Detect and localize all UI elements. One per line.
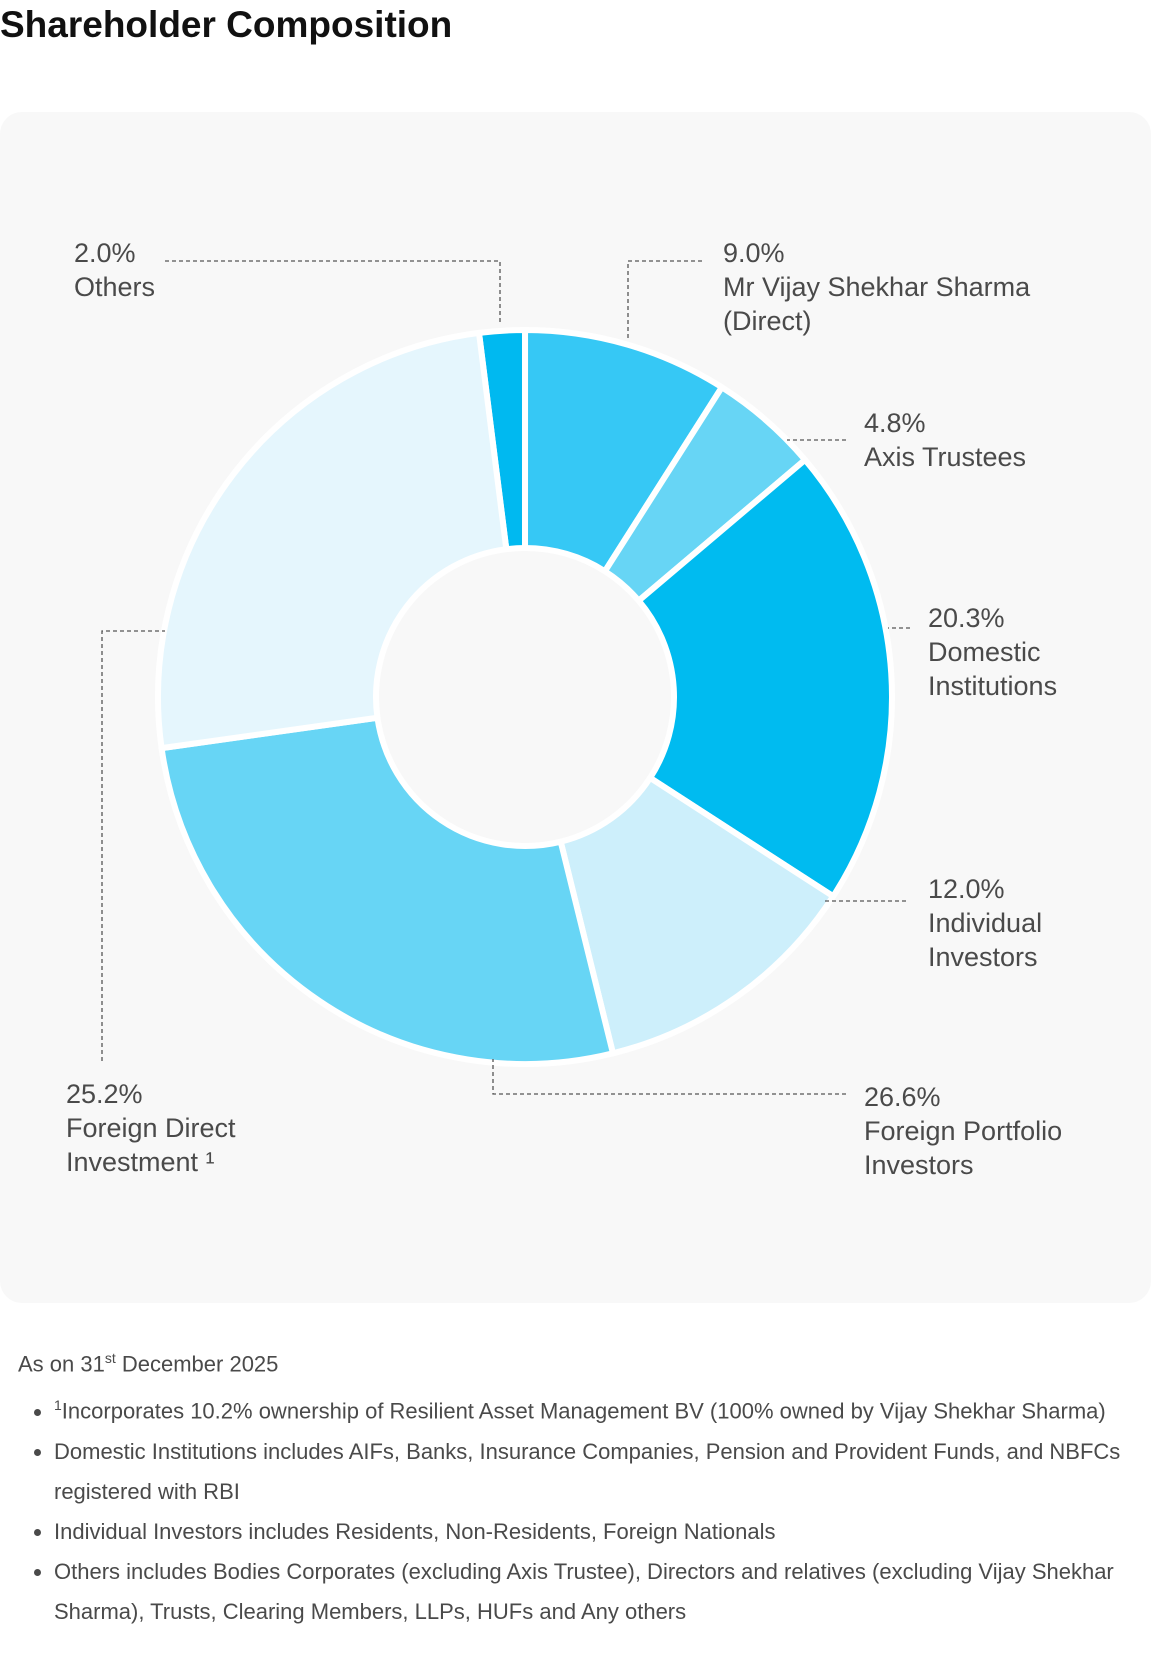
category-label: Foreign Direct Investment ¹ xyxy=(66,1113,236,1177)
slice xyxy=(158,714,616,1067)
as-on-text: As on 31 xyxy=(18,1351,105,1377)
note-text: Others includes Bodies Corporates (exclu… xyxy=(54,1558,1114,1624)
notes: As on 31st December 2025 1Incorporates 1… xyxy=(18,1350,1158,1632)
leader-line xyxy=(627,260,702,340)
category-label: Foreign Portfolio Investors xyxy=(864,1116,1063,1180)
slice-label: 25.2% Foreign Direct Investment ¹ xyxy=(66,1077,276,1179)
category-label: Others xyxy=(74,272,156,302)
as-on-sup: st xyxy=(104,1350,116,1366)
slice-label: 4.8% Axis Trustees xyxy=(864,406,1114,474)
slice-label: 9.0% Mr Vijay Shekhar Sharma (Direct) xyxy=(723,236,1073,338)
note: Individual Investors includes Residents,… xyxy=(54,1512,1158,1552)
category-label: Axis Trustees xyxy=(864,442,1027,472)
category-label: Domestic Institutions xyxy=(928,637,1058,701)
leader-line xyxy=(492,1059,846,1095)
slice xyxy=(635,456,895,900)
slice xyxy=(155,329,510,752)
slice-label: 12.0% Individual Investors xyxy=(928,872,1108,974)
note-text: Individual Investors includes Residents,… xyxy=(54,1518,776,1544)
value-label: 12.0% xyxy=(928,874,1005,904)
slice-label: 26.6% Foreign Portfolio Investors xyxy=(864,1080,1104,1182)
slice xyxy=(522,327,725,575)
note: Domestic Institutions includes AIFs, Ban… xyxy=(54,1432,1158,1512)
value-label: 4.8% xyxy=(864,408,926,438)
value-label: 25.2% xyxy=(66,1079,143,1109)
value-label: 20.3% xyxy=(928,603,1005,633)
footnote-marker: 1 xyxy=(54,1397,62,1414)
note-text: Domestic Institutions includes AIFs, Ban… xyxy=(54,1438,1121,1504)
note-list: 1Incorporates 10.2% ownership of Resilie… xyxy=(18,1385,1158,1631)
category-label: Mr Vijay Shekhar Sharma (Direct) xyxy=(723,272,1031,336)
note-text: Incorporates 10.2% ownership of Resilien… xyxy=(61,1398,1106,1424)
chart-title: Shareholder Composition xyxy=(0,4,453,45)
slice-label: 2.0% Others xyxy=(74,236,274,304)
note: Others includes Bodies Corporates (exclu… xyxy=(54,1552,1158,1632)
value-label: 26.6% xyxy=(864,1082,941,1112)
category-label: Individual Investors xyxy=(928,908,1043,972)
leader-line xyxy=(101,630,165,1061)
slice xyxy=(557,774,837,1057)
slice-label: 20.3% Domestic Institutions xyxy=(928,601,1108,703)
value-label: 9.0% xyxy=(723,238,785,268)
value-label: 2.0% xyxy=(74,238,136,268)
note: 1Incorporates 10.2% ownership of Resilie… xyxy=(54,1385,1158,1431)
as-on: As on 31st December 2025 xyxy=(18,1350,1158,1377)
chart xyxy=(101,260,910,1095)
as-on-date: December 2025 xyxy=(121,1351,279,1377)
